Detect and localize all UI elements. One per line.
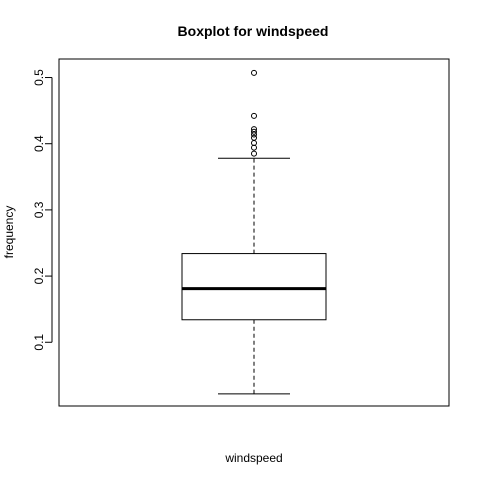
boxplot xyxy=(181,69,327,395)
outlier-point xyxy=(251,69,257,76)
chart-title: Boxplot for windspeed xyxy=(178,23,329,39)
y-axis: 0.1 0.2 0.3 0.4 0.5 xyxy=(32,69,53,351)
outlier-point xyxy=(251,128,257,135)
plot-frame xyxy=(58,58,450,407)
y-tick-label: 0.2 xyxy=(32,267,46,284)
outlier-point xyxy=(251,150,257,157)
y-tick-label: 0.5 xyxy=(32,69,46,86)
outlier-point xyxy=(251,112,257,119)
iqr-box xyxy=(181,253,327,321)
y-tick-label: 0.4 xyxy=(32,135,46,152)
y-axis-label: frequency xyxy=(2,206,16,259)
outlier-point xyxy=(251,126,257,133)
outlier-point xyxy=(251,134,257,141)
y-tick-label: 0.1 xyxy=(32,334,46,351)
x-axis-label: windspeed xyxy=(224,451,282,465)
y-tick-label: 0.3 xyxy=(32,201,46,218)
